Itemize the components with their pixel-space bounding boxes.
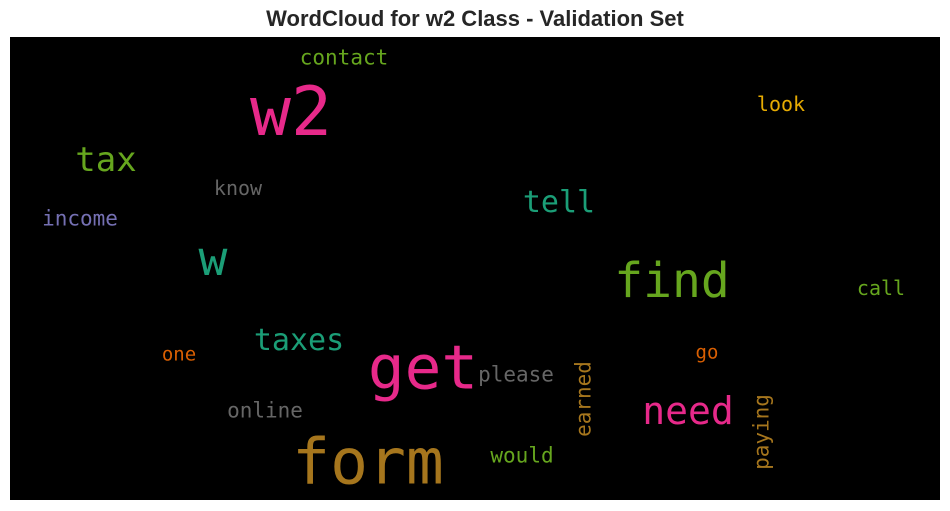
word-please: please bbox=[478, 362, 554, 387]
chart-title: WordCloud for w2 Class - Validation Set bbox=[266, 6, 684, 31]
word-get: get bbox=[367, 332, 479, 404]
word-call: call bbox=[856, 276, 906, 300]
word-would: would bbox=[490, 443, 554, 468]
wordcloud-canvas: w2 form get w find need tax taxes tell earned payi… bbox=[10, 37, 940, 500]
word-earned: earned bbox=[571, 361, 596, 437]
word-find: find bbox=[614, 253, 730, 309]
word-form: form bbox=[292, 425, 444, 499]
word-paying: paying bbox=[749, 394, 774, 470]
word-online: online bbox=[227, 398, 303, 423]
word-know: know bbox=[213, 176, 263, 200]
word-taxes: taxes bbox=[253, 323, 345, 358]
word-need: need bbox=[642, 389, 734, 433]
word-tell: tell bbox=[522, 185, 596, 220]
word-contact: contact bbox=[299, 45, 389, 70]
word-w: w bbox=[198, 231, 228, 287]
word-go: go bbox=[695, 341, 719, 364]
word-tax: tax bbox=[75, 140, 137, 180]
word-income: income bbox=[42, 206, 118, 231]
word-look: look bbox=[756, 92, 806, 116]
word-w2: w2 bbox=[250, 73, 332, 152]
word-one: one bbox=[161, 343, 197, 366]
